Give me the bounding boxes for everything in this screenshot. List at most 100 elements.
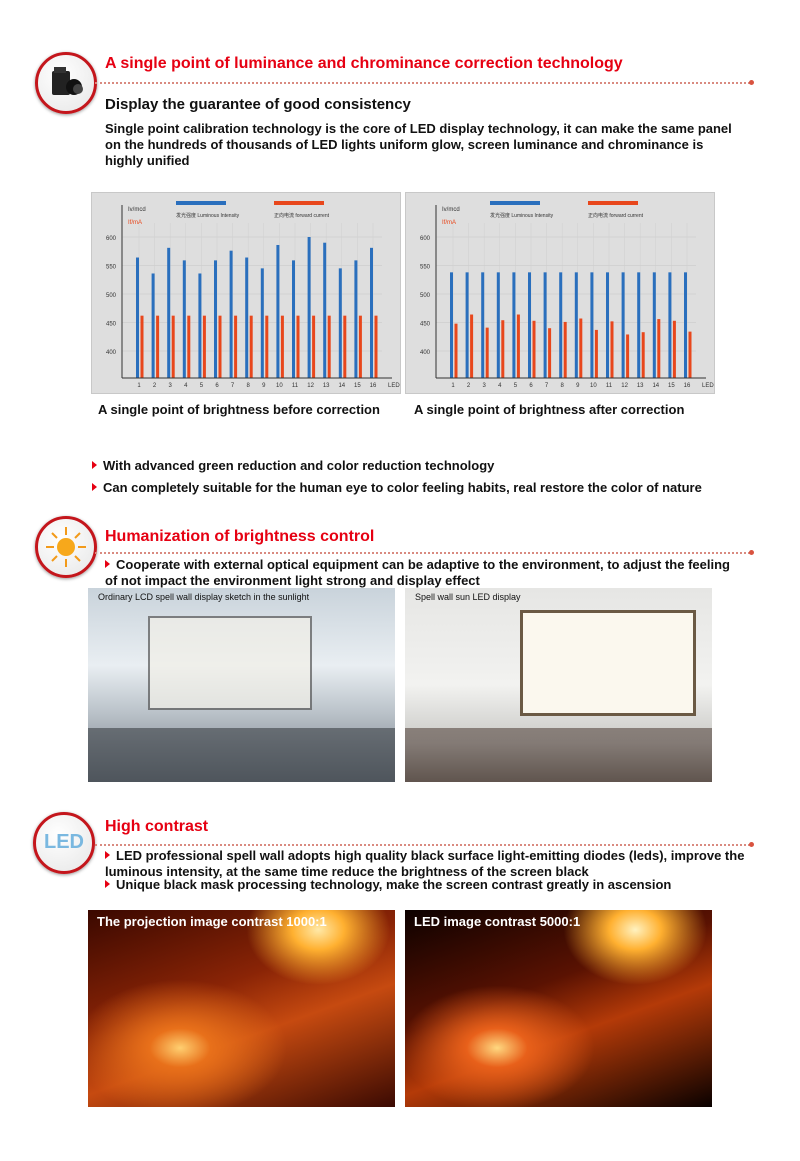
bar-forward-current [234,315,238,378]
bullet-icon [105,560,110,568]
x-tick-label: 6 [215,383,219,389]
x-tick-label: 2 [467,383,471,389]
legend-label: 正向电流 forward current [588,212,644,219]
bullet-icon [105,880,110,888]
bar-luminous-intensity [621,272,625,378]
bullet-text: LED professional spell wall adopts high … [105,848,745,879]
legend-swatch [176,201,226,205]
divider [95,842,754,847]
x-tick-label: 16 [370,383,377,389]
bar-luminous-intensity [481,272,485,378]
chart-caption: A single point of brightness before corr… [98,402,380,417]
sun-icon [35,516,97,578]
x-tick-label: 12 [621,383,628,389]
x-tick-label: 14 [338,383,345,389]
section-title: Humanization of brightness control [105,528,375,545]
bar-luminous-intensity [668,272,672,378]
x-tick-label: 3 [169,383,173,389]
chart-caption: A single point of brightness after corre… [414,402,685,417]
bar-forward-current [657,319,661,378]
bullet-item: Cooperate with external optical equipmen… [105,557,745,589]
bullet-icon [92,461,97,469]
bar-luminous-intensity [606,272,609,378]
bar-luminous-intensity [167,247,171,378]
legend-swatch [588,201,638,205]
x-axis-label: LED [702,383,714,389]
bullet-icon [105,851,110,859]
x-tick-label: 11 [606,383,613,389]
x-tick-label: 1 [451,383,455,389]
x-tick-label: 8 [561,383,565,389]
bar-forward-current [358,315,362,378]
bar-forward-current [187,315,191,378]
legend-label: 正向电流 forward current [274,212,330,219]
x-tick-label: 14 [652,383,659,389]
bullet-text: Can completely suitable for the human ey… [103,480,702,495]
chart-after-correction: 400 450 500 550 600 1 2 3 4 5 6 7 8 9 10 11 12 13 14 15 16 LE… [405,192,715,394]
x-tick-label: 5 [514,383,518,389]
x-tick-label: 15 [668,383,675,389]
camera-icon [35,52,97,114]
bullet-text: Cooperate with external optical equipmen… [105,557,730,588]
legend-label: 发光强度 Luminous Intensity [490,212,554,219]
led-wall-photo: Spell wall sun LED display [405,588,712,782]
x-tick-label: 5 [200,383,204,389]
y-tick-label: 600 [106,236,117,242]
x-tick-label: 7 [545,383,549,389]
y-tick-label: 400 [420,350,431,356]
section-subtitle: Display the guarantee of good consistenc… [105,96,411,113]
image-caption: LED image contrast 5000:1 [414,914,581,929]
bar-forward-current [563,321,567,378]
x-tick-label: 7 [231,383,235,389]
divider [95,80,754,85]
section-paragraph: Single point calibration technology is t… [105,121,732,168]
x-tick-label: 4 [498,383,502,389]
legend-label: 发光强度 Luminous Intensity [176,212,240,219]
x-tick-label: 10 [276,383,283,389]
bar-forward-current [516,314,520,378]
bar-luminous-intensity [198,273,202,378]
y-tick-label: 550 [420,265,431,271]
bar-luminous-intensity [151,273,155,378]
bullet-item: Unique black mask processing technology,… [105,877,671,893]
bar-forward-current [626,334,630,378]
section-title: High contrast [105,818,209,835]
bar-forward-current [296,315,300,378]
x-tick-label: 3 [483,383,487,389]
bullet-text: Unique black mask processing technology,… [116,877,672,892]
bar-forward-current [140,315,144,378]
bar-forward-current [249,315,253,378]
photo-caption: Spell wall sun LED display [415,592,521,602]
bar-luminous-intensity [559,272,563,378]
bar-forward-current [594,329,598,378]
y-axis-label-2: If/mA [128,220,142,226]
bar-luminous-intensity [354,260,358,378]
chart-before-correction: 400 450 500 550 600 1 2 3 4 5 6 7 8 9 10 11 12 13 14 15 16 LE… [91,192,401,394]
bullet-item: Can completely suitable for the human ey… [92,480,702,496]
bar-forward-current [470,314,474,378]
bar-forward-current [343,315,347,378]
bar-luminous-intensity [370,247,373,378]
y-tick-label: 500 [420,293,431,299]
led-contrast-image: LED image contrast 5000:1 [405,910,712,1107]
y-tick-label: 550 [106,265,117,271]
x-tick-label: 8 [247,383,251,389]
bar-luminous-intensity [182,260,186,378]
legend-swatch [490,201,540,205]
bar-forward-current [374,315,378,378]
y-axis-label: Iv/mcd [128,207,146,213]
bar-forward-current [202,315,206,378]
x-tick-label: 9 [262,383,266,389]
bar-forward-current [532,320,536,378]
x-tick-label: 1 [137,383,141,389]
bar-luminous-intensity [512,272,516,378]
bar-forward-current [171,315,175,378]
x-tick-label: 11 [292,383,299,389]
bar-luminous-intensity [528,272,531,378]
bar-forward-current [280,315,284,378]
x-tick-label: 13 [637,383,644,389]
x-tick-label: 4 [184,383,188,389]
bar-forward-current [501,320,505,378]
divider [95,550,754,555]
